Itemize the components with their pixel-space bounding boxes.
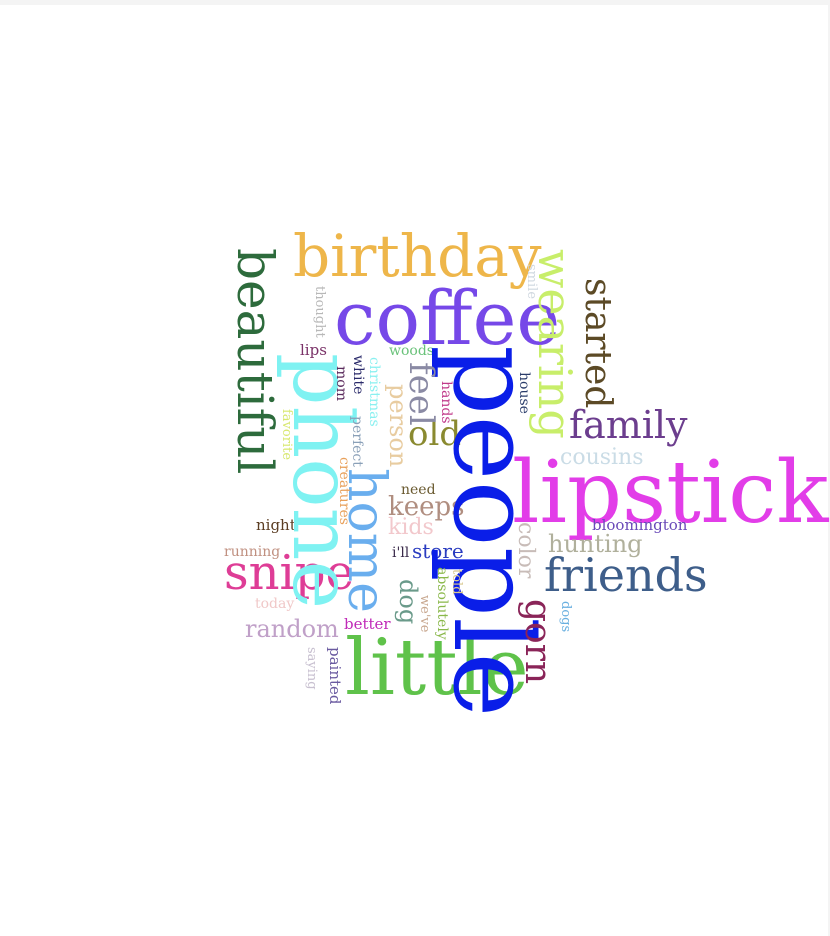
word-painted: painted [326,647,344,705]
word-keeps: keeps [388,492,465,522]
word-store: store [412,539,464,563]
word-christmas: christmas [366,357,382,427]
word-dogs: dogs [558,601,573,633]
word-mom: mom [333,366,349,401]
word-lips: lips [300,341,327,359]
word-weve: we've [417,595,432,633]
word-gorn: gorn [517,599,558,685]
word-today: today [255,596,295,612]
word-old: old [408,414,462,454]
word-person: person [384,384,412,468]
word-color: color [513,522,538,579]
word-better: better [344,615,391,633]
word-little: little [345,623,529,713]
word-hunting: hunting [548,530,643,558]
word-creatures: creatures [336,457,352,525]
word-ill: i'll [392,545,410,561]
word-absolutely: absolutely [434,567,450,640]
word-house: house [516,372,532,414]
word-cloud: lipstick coffee little birthday snipe fr… [0,5,829,936]
word-saying: saying [304,647,319,690]
word-started: started [577,278,618,409]
word-thought: thought [312,286,327,338]
word-white: white [350,355,366,395]
word-night: night [256,516,296,534]
word-cousins: cousins [560,445,644,470]
word-friends: friends [544,548,708,602]
word-random: random [245,615,339,643]
word-lipstick: lipstick [512,443,829,543]
word-need: need [401,482,436,498]
word-favorite: favorite [279,409,294,461]
word-snipe: snipe [224,545,355,601]
word-kids: kids [388,515,434,540]
word-woods: woods [389,343,434,359]
word-hands: hands [438,381,454,424]
word-beautiful: beautiful [226,248,284,475]
word-told: told [449,569,464,595]
word-coffee: coffee [334,276,561,362]
word-running: running [224,544,281,560]
word-family: family [569,403,688,447]
word-birthday: birthday [293,222,542,290]
word-bloomington: bloomington [592,516,688,534]
word-perfect: perfect [349,416,365,467]
word-smile: smile [524,264,539,300]
